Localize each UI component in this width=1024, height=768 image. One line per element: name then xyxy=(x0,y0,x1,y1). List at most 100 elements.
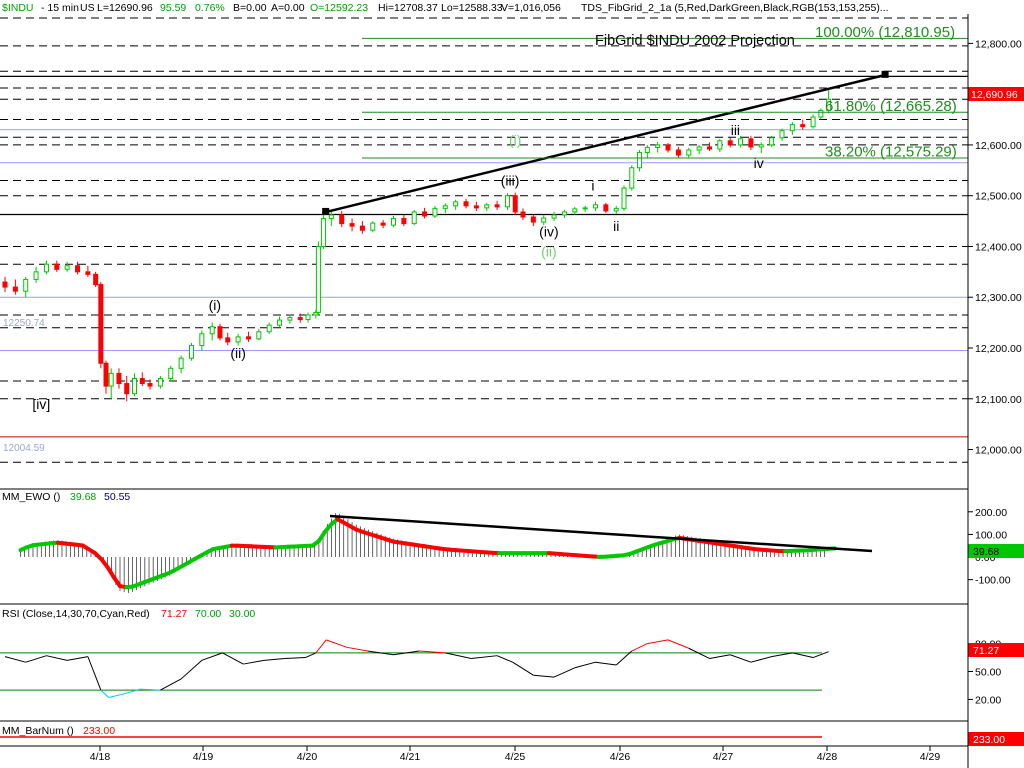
candle xyxy=(696,144,702,155)
candle xyxy=(85,265,91,277)
candle xyxy=(401,214,407,227)
side-label: 12004.59 xyxy=(3,443,45,454)
candle xyxy=(453,199,459,210)
wave-label: ii xyxy=(613,218,619,234)
candle xyxy=(2,276,8,293)
candle-body xyxy=(613,207,619,212)
candle-body xyxy=(321,218,327,247)
rsi-seg xyxy=(123,688,140,695)
candle-body xyxy=(256,331,262,340)
candle xyxy=(463,198,469,209)
rsi-seg xyxy=(139,688,161,691)
trendline-anchor-end xyxy=(881,70,889,78)
candle-body xyxy=(572,208,578,213)
price-tick-label: 12,800.00 xyxy=(975,38,1022,50)
header-ask: A=0.00 xyxy=(271,2,305,14)
candle xyxy=(442,203,448,213)
candle xyxy=(43,260,49,275)
candle-body xyxy=(810,116,816,128)
candle xyxy=(23,276,29,298)
wave-label: (i) xyxy=(509,132,521,148)
rsi-seg xyxy=(553,667,576,678)
candle xyxy=(305,312,311,323)
ewo-histogram xyxy=(20,513,825,593)
candle-body xyxy=(108,372,114,387)
candle xyxy=(225,332,231,346)
candle-body xyxy=(23,278,29,292)
candle xyxy=(277,316,283,328)
candle xyxy=(551,211,557,222)
candle xyxy=(572,206,578,215)
rsi-seg xyxy=(87,656,102,691)
candle xyxy=(432,205,438,219)
price-tick-label: 12,400.00 xyxy=(975,241,1022,253)
ewo-tick-label: -100.00 xyxy=(975,575,1011,587)
candle-body xyxy=(621,187,627,209)
candle-body xyxy=(54,263,60,270)
rsi-seg xyxy=(574,661,596,669)
candle xyxy=(484,202,490,211)
side-labels: 12250.74 12004.59 xyxy=(3,318,45,454)
candle-body xyxy=(432,207,438,217)
rsi-seg xyxy=(201,652,223,661)
price-badge-box xyxy=(968,87,1024,101)
candle-body xyxy=(116,372,122,385)
rsi-seg xyxy=(496,655,513,663)
candle-body xyxy=(442,205,448,209)
candle-body xyxy=(315,245,321,313)
candle xyxy=(473,201,479,211)
rsi-seg xyxy=(25,655,47,663)
candle xyxy=(188,342,194,361)
candle xyxy=(582,205,588,212)
candle-body xyxy=(93,273,99,286)
header-bid: B=0.00 xyxy=(233,2,267,14)
header-study: TDS_FibGrid_2_1a (5,Red,DarkGreen,Black,… xyxy=(581,2,889,14)
rsi-title: RSI (Close,14,30,70,Cyan,Red) xyxy=(2,608,150,620)
time-tick-label: 4/18 xyxy=(90,751,111,763)
wave-label: iv xyxy=(754,155,764,171)
candle-body xyxy=(717,140,723,150)
candle-body xyxy=(512,195,518,213)
rsi-line xyxy=(4,639,829,699)
candle xyxy=(217,323,223,341)
candle-body xyxy=(530,216,536,223)
rsi-seg xyxy=(243,659,265,665)
candle-body xyxy=(98,284,104,364)
candle-body xyxy=(64,265,70,270)
candle-body xyxy=(147,383,153,387)
candle xyxy=(93,271,99,288)
ewo-legend-1: 39.68 xyxy=(70,491,96,503)
rsi-seg xyxy=(222,652,244,665)
candle-body xyxy=(2,281,8,288)
candle xyxy=(541,214,547,226)
candle xyxy=(629,165,635,191)
candle xyxy=(328,210,334,227)
candle xyxy=(75,261,81,275)
candle xyxy=(504,193,510,210)
time-tick-label: 4/21 xyxy=(400,751,421,763)
price-tick-label: 12,300.00 xyxy=(975,292,1022,304)
rsi-seg xyxy=(67,656,88,661)
wave-label: (iii) xyxy=(501,173,520,189)
wave-label: (i) xyxy=(209,297,221,313)
rsi-seg xyxy=(595,661,617,666)
candle xyxy=(675,146,681,158)
candle-body xyxy=(473,205,479,209)
candle xyxy=(561,209,567,219)
price-tick-label: 12,000.00 xyxy=(975,445,1022,457)
header-bar: $INDU - 15 min US L=12690.96 95.59 0.76%… xyxy=(2,2,889,14)
candle xyxy=(157,375,163,389)
candle xyxy=(530,214,536,227)
candle xyxy=(593,201,599,211)
candle-body xyxy=(706,146,712,150)
candle-body xyxy=(359,225,365,231)
candle-body xyxy=(391,218,396,226)
ewo-tick-label: 200.00 xyxy=(975,507,1007,519)
fib-label: 61.80% (12,665.28) xyxy=(825,98,957,115)
candle xyxy=(512,192,518,215)
header-interval: - 15 min xyxy=(41,2,79,14)
ewo-tick-label: 100.00 xyxy=(975,529,1007,541)
candle-body xyxy=(217,326,223,339)
